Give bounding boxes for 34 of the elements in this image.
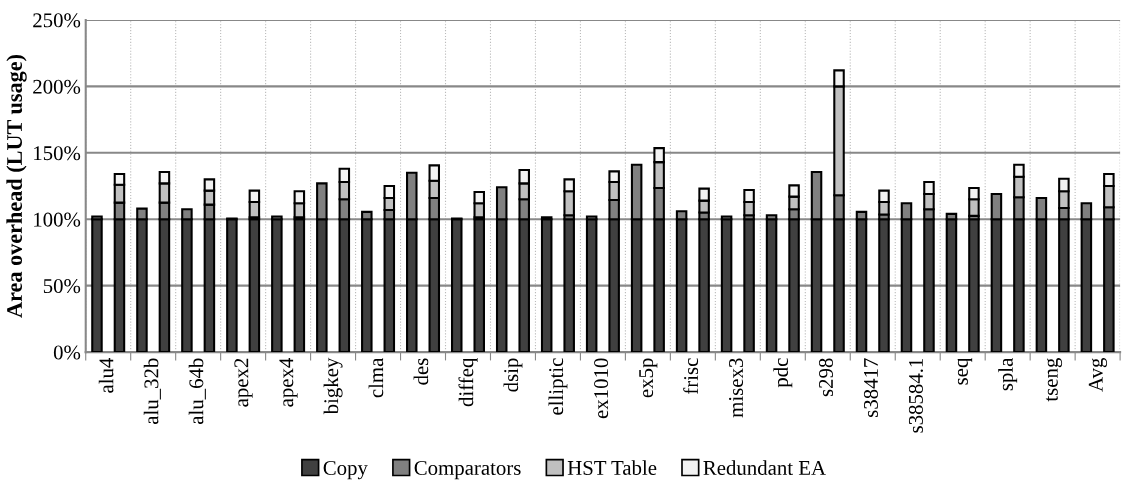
legend-label: HST Table xyxy=(567,460,657,475)
x-tick-label: elliptic xyxy=(548,358,568,415)
x-tick-label: diffeq xyxy=(458,358,478,407)
legend-label: Redundant EA xyxy=(703,460,826,475)
x-tick-label: des xyxy=(413,358,429,385)
y-tick-label: 50% xyxy=(43,279,81,294)
x-tick-label: tseng xyxy=(1045,358,1063,402)
x-tick-label: ex1010 xyxy=(594,358,609,419)
legend-label: Comparators xyxy=(414,460,521,480)
x-tick-label: pdc xyxy=(773,358,793,388)
y-axis-title: Area overhead (LUT usage) xyxy=(6,54,27,318)
x-tick-label: s38584.1 xyxy=(908,358,924,433)
y-tick-label: 200% xyxy=(33,79,81,94)
x-tick-label: ex5p xyxy=(639,358,658,398)
y-tick-label: 100% xyxy=(34,212,81,227)
x-tick-label: spla xyxy=(998,357,1018,391)
x-tick-label: frisc xyxy=(683,358,699,395)
x-tick-label: Avg xyxy=(1088,358,1108,392)
x-tick-label: misex3 xyxy=(729,358,744,418)
y-tick-label: 150% xyxy=(34,146,81,161)
x-tick-label: apex2 xyxy=(234,358,253,407)
legend-label: Copy xyxy=(323,460,368,480)
x-tick-label: seq xyxy=(957,358,973,385)
x-tick-label: s298 xyxy=(818,358,833,397)
x-tick-label: clma xyxy=(368,357,384,398)
x-tick-label: apex4 xyxy=(279,357,298,407)
x-tick-label: dsip xyxy=(503,358,523,392)
y-tick-label: 250% xyxy=(33,13,81,28)
x-tick-label: s38417 xyxy=(863,358,878,417)
y-tick-label: 0% xyxy=(53,345,81,360)
x-tick-label: alu_64b xyxy=(188,358,206,425)
x-tick-label: alu_32b xyxy=(143,358,161,425)
x-tick-label: bigkey xyxy=(323,357,343,415)
x-tick-label: alu4 xyxy=(98,357,114,393)
